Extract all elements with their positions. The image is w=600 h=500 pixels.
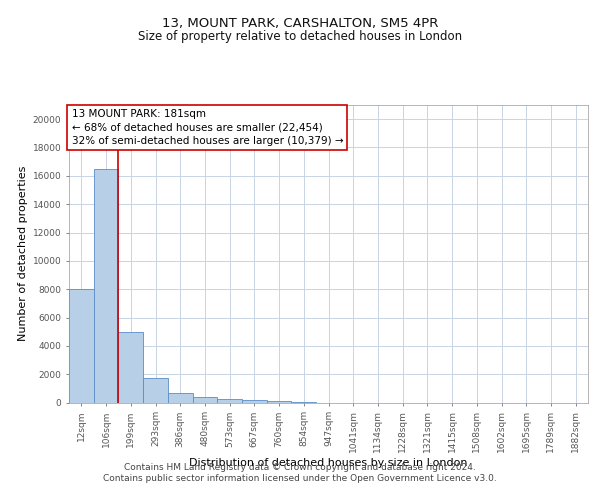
X-axis label: Distribution of detached houses by size in London: Distribution of detached houses by size … [189, 458, 468, 468]
Text: Contains public sector information licensed under the Open Government Licence v3: Contains public sector information licen… [103, 474, 497, 483]
Bar [193, 397, 217, 402]
Bar [267, 400, 292, 402]
Bar [69, 289, 94, 403]
Text: 13 MOUNT PARK: 181sqm
← 68% of detached houses are smaller (22,454)
32% of semi-: 13 MOUNT PARK: 181sqm ← 68% of detached … [71, 110, 343, 146]
Bar [94, 169, 118, 402]
Bar [168, 392, 193, 402]
Y-axis label: Number of detached properties: Number of detached properties [19, 166, 28, 342]
Text: 13, MOUNT PARK, CARSHALTON, SM5 4PR: 13, MOUNT PARK, CARSHALTON, SM5 4PR [162, 18, 438, 30]
Bar [143, 378, 168, 402]
Text: Size of property relative to detached houses in London: Size of property relative to detached ho… [138, 30, 462, 43]
Bar [118, 332, 143, 402]
Bar [242, 400, 267, 402]
Text: Contains HM Land Registry data © Crown copyright and database right 2024.: Contains HM Land Registry data © Crown c… [124, 462, 476, 471]
Bar [217, 399, 242, 402]
